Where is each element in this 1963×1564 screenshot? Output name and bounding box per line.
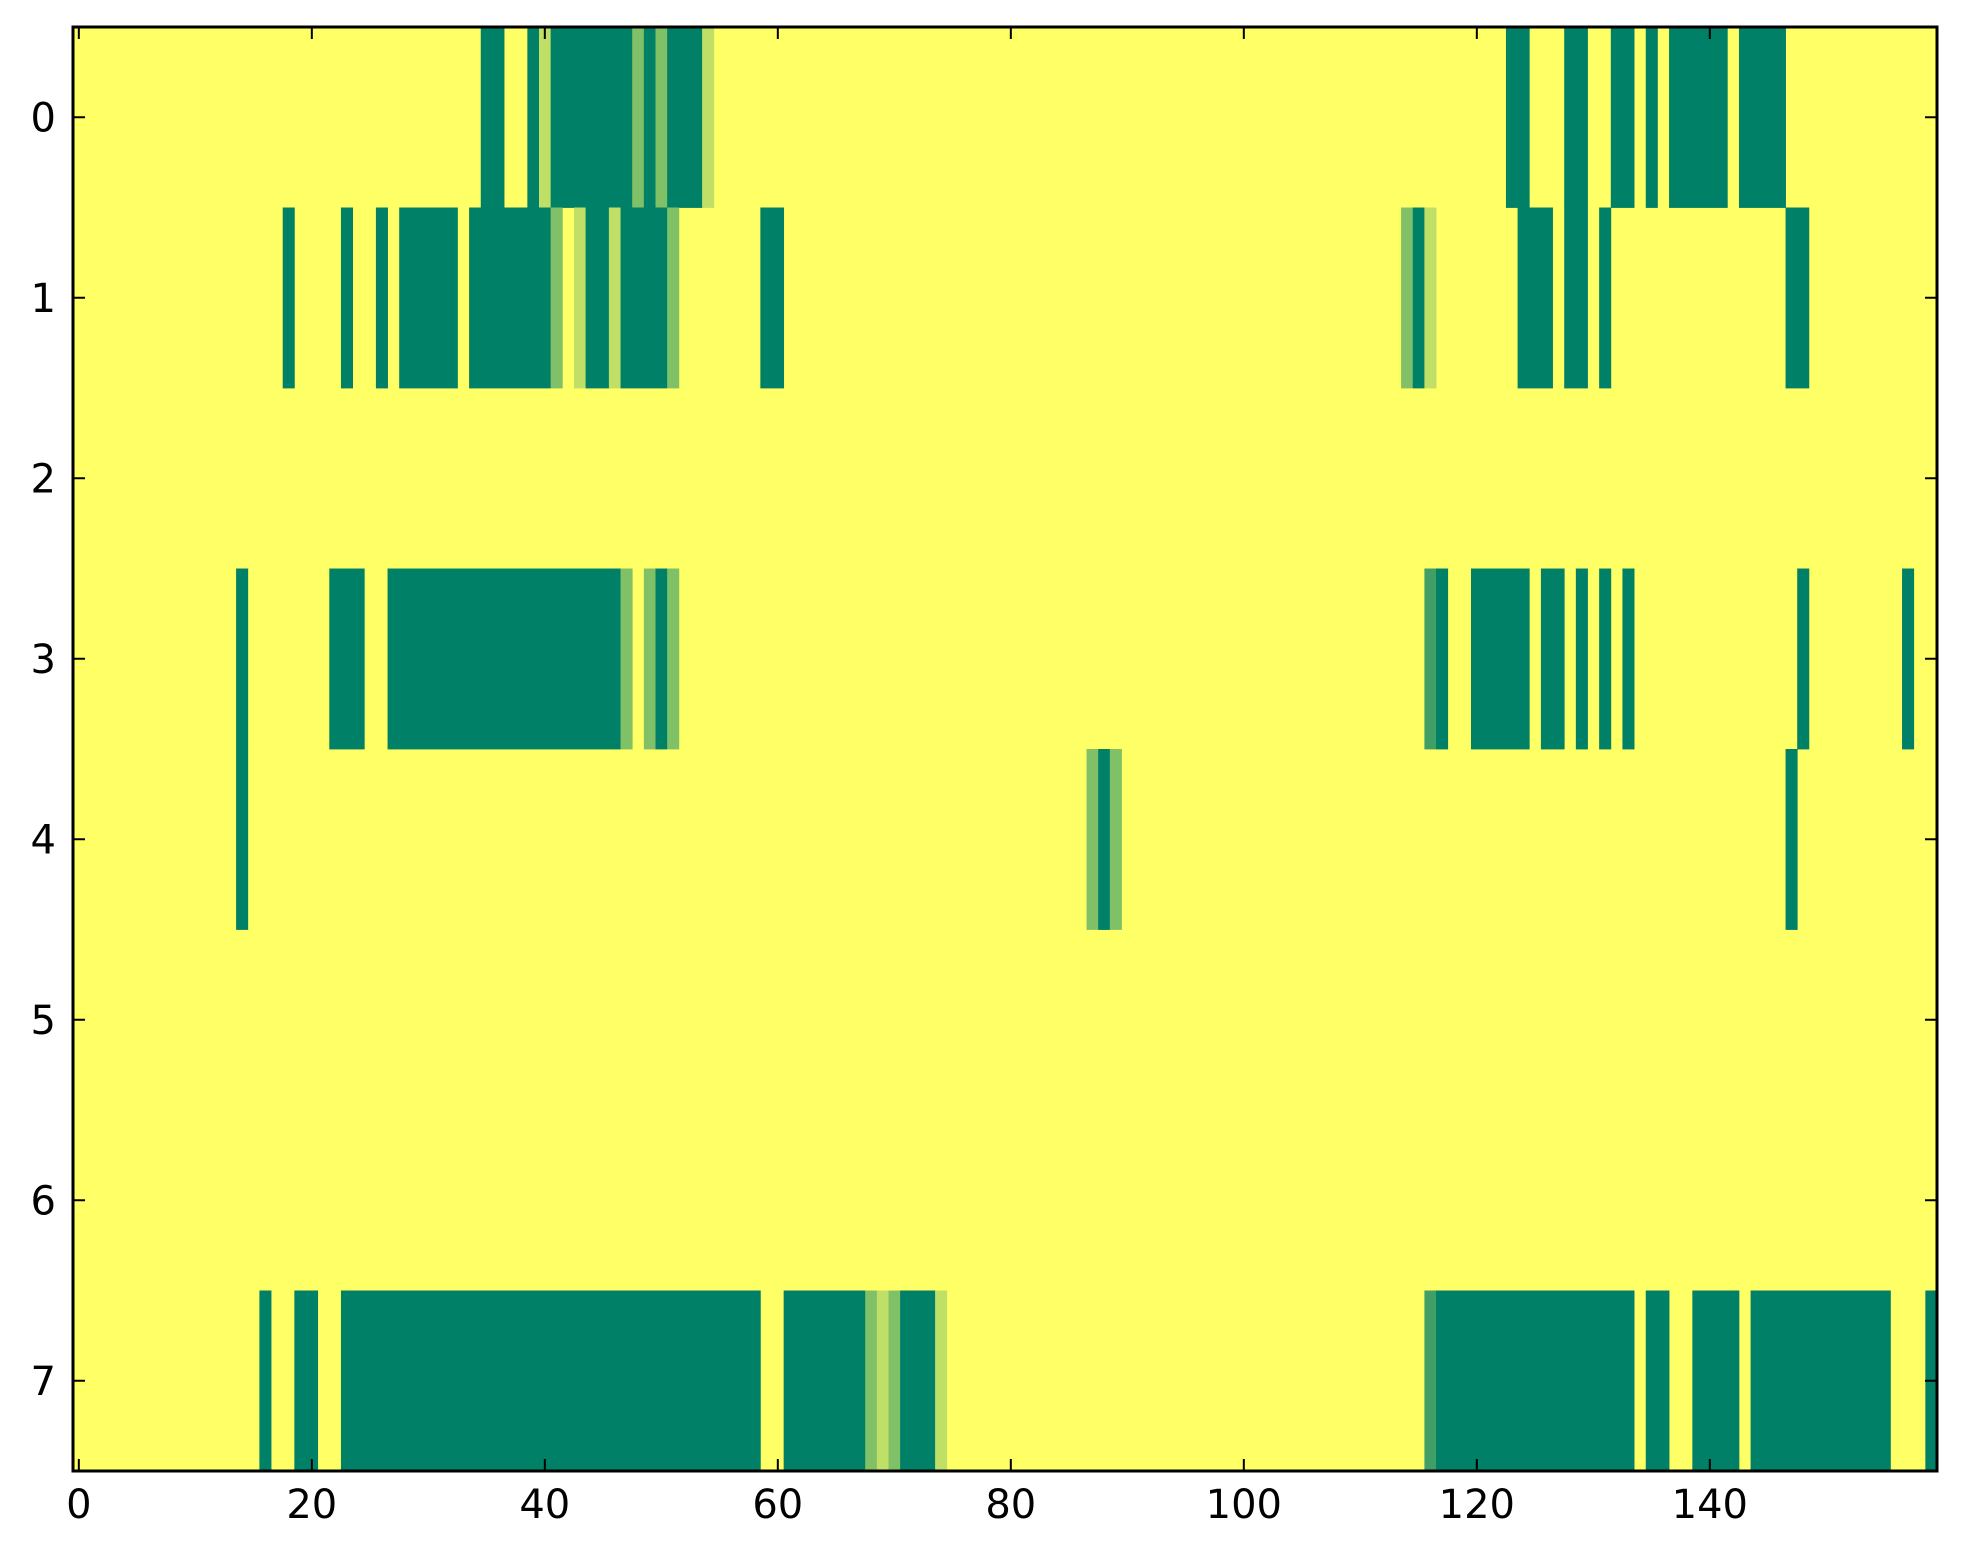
- heatmap-cell: [667, 207, 680, 389]
- heatmap-cell: [643, 568, 656, 750]
- heatmap-cell: [340, 1290, 761, 1472]
- heatmap-cell: [632, 27, 645, 208]
- heatmap-cell: [1785, 207, 1810, 389]
- heatmap-cell: [1424, 207, 1437, 389]
- heatmap-cell: [550, 27, 633, 208]
- heatmap-cell: [632, 207, 668, 389]
- heatmap-cell: [1797, 568, 1810, 750]
- heatmap-cell: [527, 27, 540, 208]
- heatmap-cell: [667, 568, 680, 750]
- heatmap-cell: [1517, 207, 1553, 389]
- heatmap-cell: [1424, 568, 1437, 750]
- heatmap-cell: [539, 27, 552, 208]
- heatmap-cell: [1564, 27, 1588, 208]
- heatmap-cell: [865, 1290, 878, 1472]
- heatmap-cell: [340, 207, 353, 389]
- y-tick-label: 4: [31, 817, 56, 863]
- heatmap-cell: [888, 1290, 901, 1472]
- heatmap-cell: [550, 207, 563, 389]
- heatmap-cell: [387, 568, 621, 750]
- heatmap-cell: [259, 1290, 272, 1472]
- heatmap-cell: [294, 1290, 319, 1472]
- heatmap-cell: [375, 207, 388, 389]
- heatmap-cell: [1785, 749, 1798, 930]
- heatmap-cell: [935, 1290, 948, 1472]
- heatmap-cell: [329, 568, 365, 750]
- x-tick-label: 80: [985, 1482, 1036, 1528]
- heatmap-cell: [783, 1290, 866, 1472]
- heatmap-cell: [1669, 27, 1728, 208]
- heatmap-cell: [573, 207, 586, 389]
- heatmap-cell: [643, 27, 656, 208]
- heatmap-cell: [1086, 749, 1099, 930]
- heatmap-cell: [585, 207, 610, 389]
- heatmap-cell: [1750, 1290, 1891, 1472]
- heatmap-cell: [1622, 568, 1635, 750]
- heatmap-cell: [1564, 207, 1588, 389]
- heatmap-cell: [1645, 27, 1658, 208]
- heatmap-cell: [1599, 568, 1612, 750]
- heatmap-cell: [608, 207, 621, 389]
- heatmap-cell: [900, 1290, 936, 1472]
- x-tick-label: 120: [1439, 1482, 1515, 1528]
- heatmap-cell: [702, 27, 715, 208]
- y-tick-label: 2: [31, 456, 56, 502]
- heatmap-cell: [1575, 568, 1588, 750]
- heatmap-cell: [399, 207, 458, 389]
- axis-tick-labels: 0 20 40 60 80 100 120 140 0 1 2 3 4 5 6 7: [31, 95, 1748, 1528]
- axes-frame: [71, 25, 1939, 1473]
- heatmap-cell: [1610, 27, 1635, 208]
- y-tick-label: 3: [31, 637, 56, 683]
- heatmap-cell: [1436, 568, 1449, 750]
- heatmap-cell: [1401, 207, 1414, 389]
- heatmap-cell: [480, 27, 505, 208]
- y-tick-label: 5: [31, 998, 56, 1044]
- heatmap-cell: [620, 207, 633, 389]
- heatmap-cell: [1436, 1290, 1635, 1472]
- heatmap-cell: [620, 568, 633, 750]
- heatmap-cells: [73, 27, 1938, 1472]
- x-tick-label: 40: [519, 1482, 570, 1528]
- x-tick-label: 20: [286, 1482, 337, 1528]
- x-tick-label: 100: [1206, 1482, 1282, 1528]
- heatmap-cell: [1098, 749, 1111, 930]
- heatmap-cell: [1645, 1290, 1670, 1472]
- heatmap-cell: [236, 749, 249, 930]
- heatmap-cell: [1505, 27, 1530, 208]
- heatmap-cell: [1471, 568, 1530, 750]
- heatmap-cell: [1412, 207, 1425, 389]
- x-tick-label: 140: [1672, 1482, 1748, 1528]
- heatmap-cell: [469, 207, 552, 389]
- heatmap-cell: [1424, 1290, 1437, 1472]
- heatmap-cell: [655, 568, 668, 750]
- heatmap-cell: [760, 207, 785, 389]
- heatmap-cell: [1109, 749, 1122, 930]
- axis-ticks: [73, 27, 1937, 1471]
- heatmap-cell: [1738, 27, 1786, 208]
- heatmap-cell: [1692, 1290, 1740, 1472]
- y-tick-label: 7: [31, 1359, 56, 1405]
- x-tick-label: 60: [752, 1482, 803, 1528]
- heatmap-cell: [236, 568, 249, 750]
- y-tick-label: 6: [31, 1178, 56, 1224]
- heatmap-cell: [667, 27, 703, 208]
- heatmap-cell: [876, 1290, 889, 1472]
- heatmap-cell: [282, 207, 295, 389]
- heatmap-cell: [1902, 568, 1915, 750]
- x-tick-label: 0: [66, 1482, 91, 1528]
- heatmap-cell: [1599, 207, 1612, 389]
- y-tick-label: 1: [31, 276, 56, 322]
- heatmap-cell: [1540, 568, 1565, 750]
- y-tick-label: 0: [31, 95, 56, 141]
- heatmap-cell: [655, 27, 668, 208]
